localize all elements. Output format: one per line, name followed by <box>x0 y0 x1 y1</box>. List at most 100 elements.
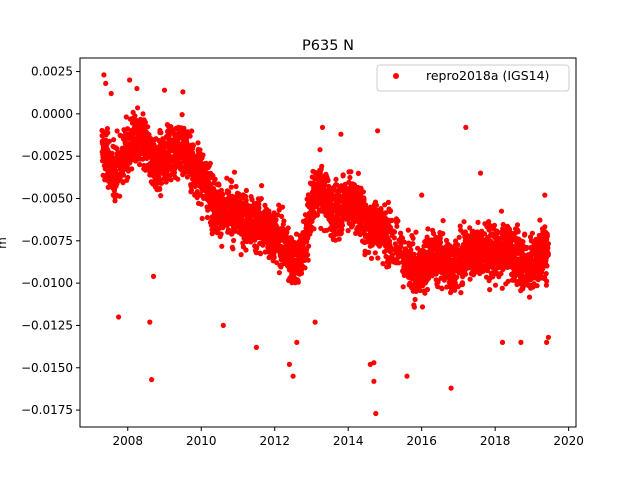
x-tick-label: 2016 <box>406 434 437 448</box>
y-tick-label: −0.0075 <box>21 234 73 248</box>
data-point <box>529 230 536 236</box>
y-tick-label: −0.0175 <box>21 403 73 417</box>
data-point <box>135 105 141 111</box>
data-point <box>383 210 389 216</box>
data-point <box>355 170 361 176</box>
data-point <box>158 180 165 186</box>
data-point <box>129 166 135 172</box>
data-point <box>545 334 552 340</box>
data-point <box>218 187 224 193</box>
data-point <box>542 192 548 198</box>
data-point <box>168 177 174 183</box>
legend-box <box>376 64 570 92</box>
data-point <box>391 235 397 241</box>
data-point <box>279 213 285 219</box>
x-tick-label: 2014 <box>333 434 364 448</box>
data-point <box>125 174 131 181</box>
data-point <box>228 184 234 190</box>
data-point <box>317 147 323 153</box>
data-point <box>522 231 528 237</box>
data-point <box>314 212 320 218</box>
data-point <box>104 126 110 132</box>
data-point <box>189 128 195 134</box>
data-point <box>120 172 126 178</box>
data-point <box>188 187 195 193</box>
data-point <box>149 377 155 383</box>
y-tick-label: −0.0025 <box>21 149 73 163</box>
data-point <box>184 174 190 180</box>
data-point <box>361 196 367 202</box>
data-point <box>368 255 375 261</box>
data-point <box>199 215 205 222</box>
data-point <box>295 279 301 285</box>
data-point <box>443 237 450 243</box>
data-point <box>520 239 526 245</box>
data-point <box>336 236 342 242</box>
x-tick-label: 2012 <box>259 434 290 448</box>
data-point <box>387 224 393 230</box>
data-point <box>389 217 395 223</box>
data-point <box>111 137 117 143</box>
data-point <box>396 260 402 266</box>
data-point <box>161 87 168 93</box>
data-point <box>348 169 354 175</box>
data-point <box>388 208 394 214</box>
data-point <box>404 373 410 379</box>
data-point <box>106 138 112 144</box>
data-point <box>486 219 492 225</box>
data-point <box>187 133 193 139</box>
data-point <box>345 228 351 234</box>
data-point <box>271 254 277 261</box>
y-tick-label: 0.0000 <box>31 107 73 121</box>
data-point <box>437 239 444 245</box>
data-point <box>229 178 235 184</box>
data-point <box>467 225 473 231</box>
data-point <box>205 207 211 213</box>
data-point <box>200 152 206 158</box>
data-point <box>543 282 550 288</box>
data-point <box>524 244 530 251</box>
data-point <box>134 85 140 92</box>
data-point <box>103 80 109 86</box>
data-point <box>357 231 363 238</box>
x-tick-label: 2020 <box>553 434 584 448</box>
data-point <box>467 276 473 282</box>
data-point <box>386 260 392 266</box>
data-point <box>545 252 551 258</box>
data-point <box>207 160 213 166</box>
data-point <box>378 206 384 213</box>
data-point <box>319 124 326 130</box>
data-point <box>411 251 417 257</box>
legend-marker <box>393 73 399 79</box>
data-point <box>534 283 540 289</box>
data-point <box>105 130 111 136</box>
data-point <box>400 284 406 290</box>
data-point <box>516 267 522 273</box>
data-point <box>127 77 133 83</box>
data-point <box>243 193 249 200</box>
data-point <box>132 113 138 119</box>
data-point <box>542 224 548 230</box>
data-point <box>233 183 239 190</box>
data-point <box>171 169 177 175</box>
data-point <box>448 385 454 391</box>
data-point <box>273 217 279 223</box>
data-point <box>275 212 281 218</box>
data-point <box>145 124 151 130</box>
data-point <box>494 230 500 236</box>
data-point <box>398 230 404 236</box>
data-point <box>385 199 391 205</box>
data-point <box>366 249 372 255</box>
data-point <box>382 202 388 208</box>
data-point <box>158 193 164 199</box>
data-point <box>408 247 414 253</box>
data-point <box>405 227 411 233</box>
data-point <box>179 164 185 171</box>
data-point <box>410 241 416 247</box>
data-point <box>101 72 107 78</box>
data-point <box>147 319 153 325</box>
data-point <box>249 197 255 203</box>
data-point <box>398 244 404 250</box>
y-tick-label: −0.0125 <box>21 318 73 332</box>
